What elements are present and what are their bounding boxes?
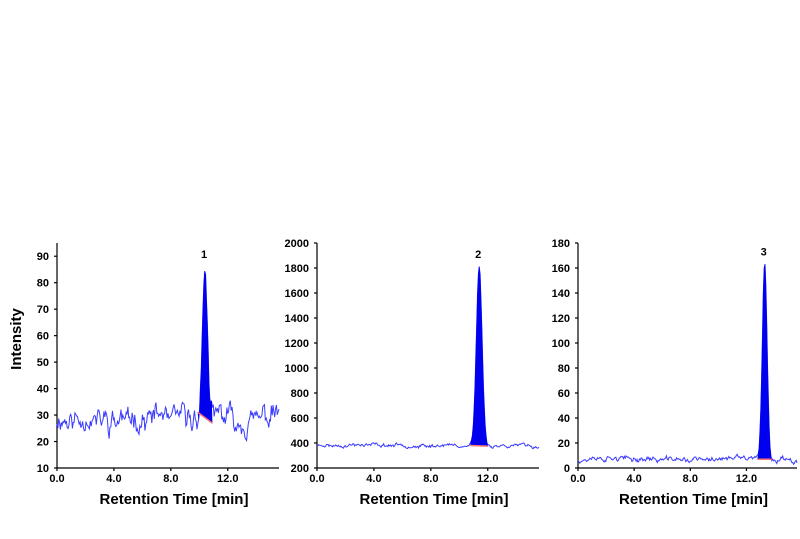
y-tick-label: 200 xyxy=(291,463,309,475)
peak-area xyxy=(197,271,213,424)
x-tick-label: 12.0 xyxy=(736,473,757,485)
y-tick-label: 160 xyxy=(552,263,570,275)
x-axis-title: Retention Time [min] xyxy=(619,491,768,508)
y-tick-label: 100 xyxy=(552,338,570,350)
y-tick-label: 1800 xyxy=(285,263,309,275)
intensity-trace xyxy=(316,266,540,450)
x-tick-label: 0.0 xyxy=(309,473,324,485)
x-tick-label: 0.0 xyxy=(49,473,64,485)
y-tick-label: 60 xyxy=(37,331,49,343)
x-tick-label: 8.0 xyxy=(683,473,698,485)
x-tick-label: 8.0 xyxy=(423,473,438,485)
y-tick-label: 80 xyxy=(558,363,570,375)
y-tick-label: 1200 xyxy=(285,338,309,350)
y-tick-label: 70 xyxy=(37,304,49,316)
chart-panel-3: 0 20 40 60 80 100 120 140 160 180 0.0 4.0 8.0 12.0 Ret… xyxy=(552,238,798,508)
y-tick-label: 60 xyxy=(558,388,570,400)
x-tick-label: 4.0 xyxy=(627,473,642,485)
chart-panel-2: 200 400 600 800 1000 1200 1400 1600 1800 2000 0.0 4… xyxy=(285,238,540,508)
x-tick-label: 8.0 xyxy=(163,473,178,485)
y-tick-label: 800 xyxy=(291,388,309,400)
y-tick-label: 1600 xyxy=(285,288,309,300)
y-tick-label: 180 xyxy=(552,238,570,250)
x-tick-label: 4.0 xyxy=(106,473,121,485)
x-axis-title: Retention Time [min] xyxy=(360,491,509,508)
x-tick-label: 12.0 xyxy=(477,473,498,485)
x-tick-label: 0.0 xyxy=(570,473,585,485)
y-tick-label: 30 xyxy=(37,410,49,422)
y-tick-label: 0 xyxy=(564,463,570,475)
x-tick-label: 12.0 xyxy=(217,473,238,485)
y-tick-label: 140 xyxy=(552,288,570,300)
peak-label: 3 xyxy=(761,246,767,258)
chart-panel-1: 10 20 30 40 50 60 70 80 90 0.0 4.0 8.0 12.0 Retention… xyxy=(37,243,280,508)
y-tick-label: 1400 xyxy=(285,313,309,325)
y-tick-label: 10 xyxy=(37,463,49,475)
peak-area xyxy=(470,266,489,447)
y-axis-title: Intensity xyxy=(8,308,25,370)
y-tick-label: 1000 xyxy=(285,363,309,375)
peak-label: 1 xyxy=(201,249,207,261)
peak-baseline xyxy=(197,411,213,424)
x-axis-title: Retention Time [min] xyxy=(100,491,249,508)
y-tick-label: 40 xyxy=(558,413,570,425)
y-tick-label: 2000 xyxy=(285,238,309,250)
y-tick-label: 80 xyxy=(37,278,49,290)
y-tick-label: 40 xyxy=(37,384,49,396)
intensity-trace xyxy=(56,271,280,443)
peak-baseline xyxy=(470,444,488,447)
x-tick-label: 4.0 xyxy=(366,473,381,485)
y-tick-label: 600 xyxy=(291,413,309,425)
y-tick-label: 400 xyxy=(291,438,309,450)
y-tick-label: 90 xyxy=(37,251,49,263)
y-tick-label: 20 xyxy=(37,437,49,449)
peak-label: 2 xyxy=(475,249,481,261)
y-tick-label: 50 xyxy=(37,357,49,369)
peak-area xyxy=(757,264,773,460)
y-tick-label: 120 xyxy=(552,313,570,325)
y-tick-label: 20 xyxy=(558,438,570,450)
